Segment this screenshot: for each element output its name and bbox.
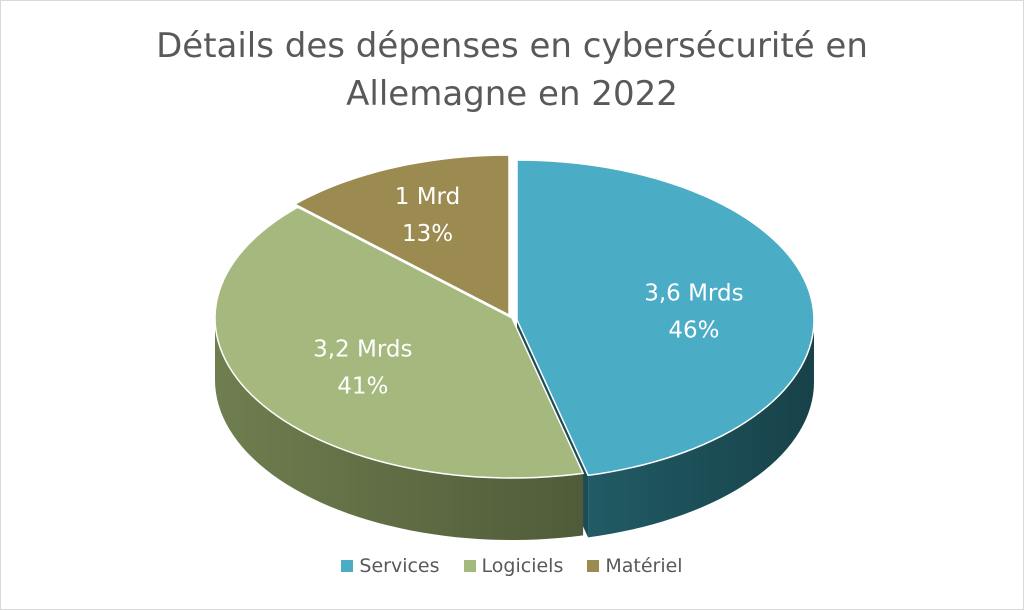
data-label-services-value: 3,6 Mrds <box>644 280 743 306</box>
pie-tops <box>214 154 815 479</box>
data-label-logiciels-percent: 41% <box>337 373 388 399</box>
data-label-services-percent: 46% <box>668 317 719 343</box>
pie-labels: 3,6 Mrds 46% 3,2 Mrds 41% 1 Mrd 13% <box>313 184 743 399</box>
legend-label-materiel: Matériel <box>605 555 683 577</box>
legend-swatch-logiciels <box>463 560 476 572</box>
legend-item-materiel: Matériel <box>587 555 683 577</box>
pie-slice-logiciels <box>214 206 585 479</box>
legend-label-services: Services <box>359 555 440 577</box>
chart-title: Détails des dépenses en cybersécurité en… <box>0 22 1024 118</box>
legend-item-logiciels: Logiciels <box>463 555 564 577</box>
chart-title-line-2: Allemagne en 2022 <box>346 74 678 114</box>
legend-swatch-services <box>341 560 354 572</box>
pie-side-shade-services <box>588 320 814 538</box>
chart-title-line-1: Détails des dépenses en cybersécurité en <box>156 26 868 66</box>
legend-swatch-materiel <box>587 560 600 572</box>
pie-side-shade-logiciels <box>215 318 584 540</box>
pie-slice-services <box>516 159 815 477</box>
data-label-matériel-value: 1 Mrd <box>395 184 460 210</box>
legend-item-services: Services <box>341 555 440 577</box>
data-label-logiciels-value: 3,2 Mrds <box>313 336 412 362</box>
legend-label-logiciels: Logiciels <box>481 555 564 577</box>
data-label-matériel-percent: 13% <box>402 221 453 247</box>
pie-slice-matériel <box>293 154 510 317</box>
legend: Services Logiciels Matériel <box>0 555 1024 577</box>
